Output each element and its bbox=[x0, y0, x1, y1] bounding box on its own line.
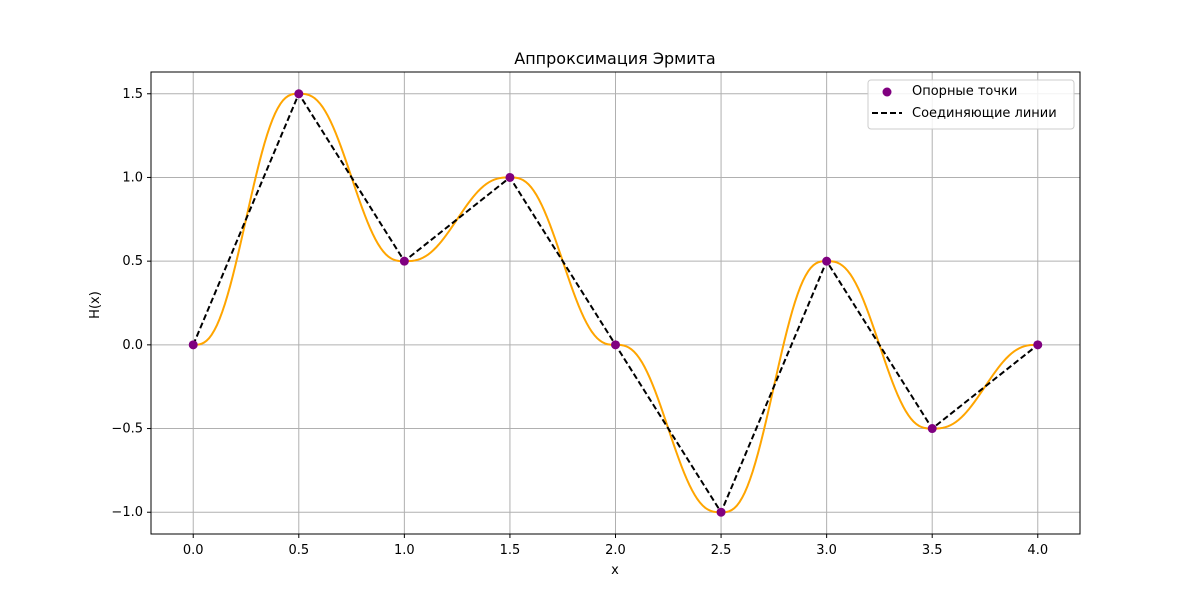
x-tick-label: 1.5 bbox=[500, 543, 521, 558]
y-tick-label: −0.5 bbox=[111, 422, 143, 437]
x-axis-label: x bbox=[611, 563, 619, 578]
x-tick-label: 2.0 bbox=[605, 543, 626, 558]
y-tick-label: 0.0 bbox=[122, 338, 143, 353]
x-tick-label: 1.0 bbox=[394, 543, 415, 558]
legend-label-points: Опорные точки bbox=[912, 84, 1017, 99]
support-point bbox=[716, 507, 726, 517]
legend-scatter-marker bbox=[882, 87, 892, 97]
support-point bbox=[1033, 340, 1043, 350]
support-point bbox=[505, 172, 515, 182]
x-tick-label: 2.5 bbox=[711, 543, 732, 558]
support-point bbox=[294, 89, 304, 99]
y-tick-label: 1.5 bbox=[122, 87, 143, 102]
legend-label-lines: Соединяющие линии bbox=[912, 106, 1057, 121]
y-tick-label: −1.0 bbox=[111, 505, 143, 520]
grid bbox=[151, 72, 1080, 534]
support-point bbox=[822, 256, 832, 266]
x-tick-label: 0.5 bbox=[288, 543, 309, 558]
chart-title: Аппроксимация Эрмита bbox=[514, 49, 715, 68]
x-tick-label: 3.5 bbox=[922, 543, 943, 558]
y-axis-label: H(x) bbox=[88, 291, 103, 319]
y-ticks: 1.5 1.0 0.5 0.0 −0.5 −1.0 bbox=[111, 87, 151, 520]
support-point bbox=[611, 340, 620, 350]
x-tick-label: 4.0 bbox=[1027, 543, 1048, 558]
support-point bbox=[188, 340, 198, 350]
x-tick-label: 3.0 bbox=[816, 543, 837, 558]
plot-area bbox=[188, 89, 1043, 517]
legend: Опорные точки Соединяющие линии bbox=[867, 79, 1075, 130]
x-tick-label: 0.0 bbox=[183, 543, 204, 558]
y-tick-label: 1.0 bbox=[122, 170, 143, 185]
support-point bbox=[927, 424, 937, 434]
x-ticks: 0.0 0.5 1.0 1.5 2.0 2.5 3.0 3.5 4.0 bbox=[183, 534, 1048, 558]
y-tick-label: 0.5 bbox=[122, 254, 143, 269]
legend-box bbox=[867, 79, 1075, 130]
support-point bbox=[399, 256, 409, 266]
